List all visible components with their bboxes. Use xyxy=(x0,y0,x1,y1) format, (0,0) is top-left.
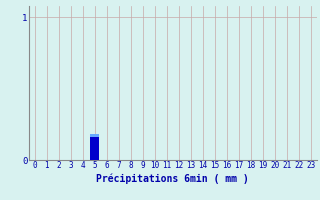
Bar xyxy=(90,137,99,160)
Bar xyxy=(90,134,99,137)
X-axis label: Précipitations 6min ( mm ): Précipitations 6min ( mm ) xyxy=(96,173,249,184)
